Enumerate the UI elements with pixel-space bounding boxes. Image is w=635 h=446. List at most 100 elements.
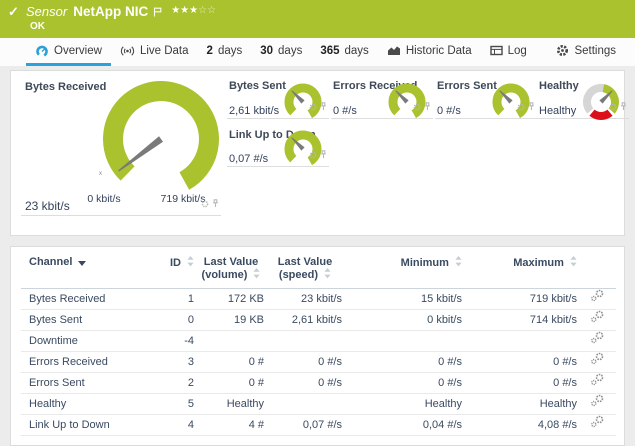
channel-settings-icon[interactable] <box>590 289 605 309</box>
channels-table: Channel ID Last Value (volume) Last Valu… <box>21 247 616 436</box>
column-header-channel[interactable]: Channel <box>21 247 161 289</box>
gauge-panel-errors-received: Errors Received 0 #/s <box>331 79 433 119</box>
last-value-volume: 172 KB <box>196 288 266 310</box>
channel-settings-icon[interactable] <box>590 394 605 414</box>
overview-gauges-card: Bytes Received x 0 kbit/s 719 kbit/s 23 … <box>10 70 629 236</box>
gauge-title: Bytes Received <box>25 81 107 93</box>
pin-icon[interactable] <box>528 98 535 116</box>
tab-live-data[interactable]: Live Data <box>111 38 198 66</box>
flag-icon <box>153 4 162 22</box>
column-label: ID <box>169 257 181 269</box>
column-header-minimum[interactable]: Minimum <box>344 247 464 289</box>
sensor-kind-label: Sensor <box>26 4 68 19</box>
table-row[interactable]: Healthy 5 Healthy Healthy Healthy <box>21 393 616 415</box>
gear-icon[interactable] <box>201 195 209 213</box>
tab-365-days[interactable]: 365 days <box>311 38 377 66</box>
status-badge: OK <box>30 21 45 32</box>
tab-log[interactable]: Log <box>481 38 536 66</box>
column-header-maximum[interactable]: Maximum <box>464 247 579 289</box>
minimum-value: 0 #/s <box>344 351 464 373</box>
gauge-title: Bytes Sent <box>229 80 286 92</box>
channel-settings-icon[interactable] <box>590 331 605 351</box>
gear-icon <box>557 45 569 56</box>
table-row[interactable]: Errors Received 3 0 # 0 #/s 0 #/s 0 #/s <box>21 351 616 373</box>
minimum-value: 0 #/s <box>344 372 464 394</box>
tab-label: Log <box>507 44 527 57</box>
gear-icon[interactable] <box>517 98 525 116</box>
channel-name: Errors Sent <box>21 372 161 394</box>
tab-settings[interactable]: Settings <box>547 38 625 66</box>
column-header-last-value-speed[interactable]: Last Value (speed) <box>266 247 344 289</box>
column-label: Last Value <box>203 256 259 268</box>
maximum-value: 719 kbit/s <box>464 288 579 310</box>
channel-id: 1 <box>161 288 196 310</box>
column-label: Minimum <box>400 257 449 269</box>
column-label: Last Value <box>277 256 333 268</box>
gauge-panel-bytes-sent: Bytes Sent 2,61 kbit/s <box>227 79 329 119</box>
gauge-icon <box>36 45 48 57</box>
healthy-status-gauge <box>582 83 619 120</box>
broadcast-icon <box>120 45 135 56</box>
tab-number: 365 <box>320 44 340 57</box>
gear-icon[interactable] <box>609 98 617 116</box>
tab-label: days <box>344 44 369 57</box>
pin-icon[interactable] <box>320 146 327 164</box>
pin-icon[interactable] <box>320 98 327 116</box>
gear-icon[interactable] <box>309 146 317 164</box>
channel-settings-icon[interactable] <box>590 415 605 435</box>
log-table-icon <box>489 45 503 56</box>
pin-icon[interactable] <box>212 195 219 213</box>
gauge-title: Errors Sent <box>437 80 497 92</box>
sensor-title: NetApp NIC <box>73 4 149 19</box>
channel-id: 3 <box>161 351 196 373</box>
gauge-panel-errors-sent: Errors Sent 0 #/s <box>435 79 537 119</box>
stars-filled: ★★★ <box>171 5 199 16</box>
table-row[interactable]: Link Up to Down 4 4 # 0,07 #/s 0,04 #/s … <box>21 414 616 436</box>
link-up-to-down-gauge <box>284 130 322 166</box>
minimum-value: 0,04 #/s <box>344 414 464 436</box>
tab-30-days[interactable]: 30 days <box>251 38 311 66</box>
last-value-speed: 0 #/s <box>266 351 344 373</box>
gauge-max-label: 719 kbit/s <box>160 193 206 205</box>
gauge-title: Healthy <box>539 80 579 92</box>
tab-historic-data[interactable]: Historic Data <box>378 38 481 66</box>
gauge-current-value: 0 #/s <box>333 105 357 117</box>
last-value-volume: 19 KB <box>196 309 266 331</box>
gauge-current-value: 23 kbit/s <box>25 199 70 213</box>
status-check-icon: ✓ <box>8 4 19 19</box>
last-value-volume: 4 # <box>196 414 266 436</box>
maximum-value: 0 #/s <box>464 372 579 394</box>
column-header-last-value-volume[interactable]: Last Value (volume) <box>196 247 266 289</box>
channel-id: 5 <box>161 393 196 415</box>
channel-id: -4 <box>161 330 196 352</box>
channel-settings-icon[interactable] <box>590 373 605 393</box>
needle-tip-mark: x <box>99 171 102 177</box>
gear-icon[interactable] <box>413 98 421 116</box>
table-row[interactable]: Bytes Received 1 172 KB 23 kbit/s 15 kbi… <box>21 288 616 310</box>
priority-stars[interactable]: ★★★☆☆ <box>171 5 216 16</box>
table-row[interactable]: Bytes Sent 0 19 KB 2,61 kbit/s 0 kbit/s … <box>21 309 616 331</box>
channel-id: 0 <box>161 309 196 331</box>
tab-label: Overview <box>54 44 102 57</box>
column-header-id[interactable]: ID <box>161 247 196 289</box>
channel-name: Bytes Sent <box>21 309 161 331</box>
gear-icon[interactable] <box>309 98 317 116</box>
tab-bar: Overview Live Data 2 days 30 days 365 days … <box>0 38 635 66</box>
pin-icon[interactable] <box>424 98 431 116</box>
channel-settings-icon[interactable] <box>590 310 605 330</box>
gauge-min-label: 0 kbit/s <box>87 193 121 205</box>
minimum-value: 0 kbit/s <box>344 309 464 331</box>
gauge-current-value: 2,61 kbit/s <box>229 105 280 117</box>
sort-desc-icon <box>78 257 87 269</box>
table-row[interactable]: Downtime -4 <box>21 330 616 352</box>
last-value-volume <box>196 330 266 352</box>
pin-icon[interactable] <box>620 98 627 116</box>
gauge-panel-healthy: Healthy Healthy <box>537 79 629 120</box>
channels-table-card: Channel ID Last Value (volume) Last Valu… <box>10 246 625 446</box>
channel-settings-icon[interactable] <box>590 352 605 372</box>
minimum-value: Healthy <box>344 393 464 415</box>
tab-overview[interactable]: Overview <box>26 38 111 66</box>
table-row[interactable]: Errors Sent 2 0 # 0 #/s 0 #/s 0 #/s <box>21 372 616 394</box>
tab-2-days[interactable]: 2 days <box>198 38 252 66</box>
sort-icon <box>324 268 331 282</box>
